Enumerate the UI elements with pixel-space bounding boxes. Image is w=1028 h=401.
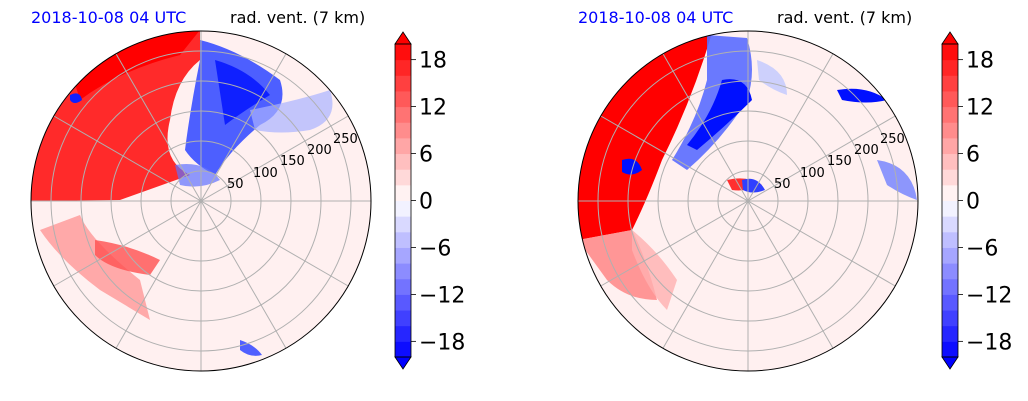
left-grid — [31, 31, 371, 371]
left-colorbar-level-18 — [395, 59, 411, 76]
left-colorbar-level-16 — [395, 90, 411, 108]
left-colorbar-tick-label: 12 — [419, 96, 447, 121]
right-colorbar-tick-label: −18 — [966, 330, 1012, 355]
right-radial-tick-200: 200 — [854, 143, 879, 158]
right-colorbar-tick-label: −6 — [966, 236, 998, 261]
left-radial-tick-200: 200 — [307, 143, 332, 158]
right-colorbar-level-12 — [942, 153, 958, 170]
right-panel: 2018-10-08 04 UTC rad. vent. (7 km) — [547, 0, 1028, 401]
right-colorbar-tick-label: −12 — [966, 283, 1012, 308]
right-grid — [578, 31, 918, 371]
left-panel: 2018-10-08 04 UTC rad. vent. (7 km) — [30, 8, 465, 372]
left-colorbar-tick-label: 0 — [419, 190, 433, 215]
left-polar-plot: 50 100 150 200 250 18 12 6 0 −6 −12 −18 — [30, 30, 465, 372]
right-colorbar-tick-label: 0 — [966, 190, 980, 215]
left-colorbar-level-19 — [395, 44, 411, 61]
right-colorbar-level-3 — [942, 294, 958, 311]
right-polar-plot: 50 100 150 200 250 18 12 6 0 −6 −12 −18 — [577, 30, 1012, 372]
left-colorbar-level-13 — [395, 137, 411, 155]
left-colorbar-extend-min — [394, 356, 412, 370]
right-chart-variable-title: rad. vent. (7 km) — [777, 8, 913, 27]
left-colorbar-extend-max — [394, 31, 412, 45]
right-radial-tick-50: 50 — [774, 177, 791, 192]
right-colorbar-level-15 — [942, 106, 958, 123]
right-colorbar-level-8 — [942, 216, 958, 233]
right-colorbar-level-17 — [942, 75, 958, 92]
left-colorbar-tick-label: −12 — [419, 283, 465, 308]
left-colorbar-level-9 — [395, 200, 411, 217]
left-colorbar-level-14 — [395, 122, 411, 139]
left-colorbar-level-8 — [395, 216, 411, 233]
right-colorbar-tick-label: 12 — [966, 96, 994, 121]
left-radial-tick-labels: 50 100 150 200 250 — [227, 132, 358, 192]
right-colorbar-level-14 — [942, 122, 958, 139]
left-colorbar-level-10 — [395, 184, 411, 201]
left-colorbar-level-7 — [395, 231, 411, 248]
left-radial-tick-150: 150 — [280, 154, 305, 169]
left-colorbar-level-2 — [395, 310, 411, 327]
right-colorbar-extend-max — [941, 31, 959, 45]
right-colorbar-tick-label: 6 — [966, 143, 980, 168]
left-polar-boundary — [30, 30, 372, 372]
right-colorbar-level-5 — [942, 263, 958, 280]
right-colorbar: 18 12 6 0 −6 −12 −18 — [941, 31, 1012, 370]
right-colorbar-level-2 — [942, 310, 958, 327]
right-radial-tick-150: 150 — [827, 154, 852, 169]
right-colorbar-level-7 — [942, 231, 958, 248]
right-colorbar-level-6 — [942, 247, 958, 264]
left-colorbar-level-12 — [395, 153, 411, 170]
left-colorbar-level-5 — [395, 263, 411, 280]
right-radial-tick-100: 100 — [800, 166, 825, 181]
right-colorbar-level-10 — [942, 184, 958, 201]
left-colorbar-tick-label: 6 — [419, 143, 433, 168]
right-colorbar-level-18 — [942, 59, 958, 76]
left-colorbar-level-15 — [395, 106, 411, 123]
left-colorbar-level-4 — [395, 278, 411, 295]
right-colorbar-level-1 — [942, 325, 958, 342]
left-colorbar-level-1 — [395, 325, 411, 342]
left-colorbar-tick-label: 18 — [419, 49, 447, 74]
left-radial-tick-100: 100 — [253, 166, 278, 181]
right-colorbar-level-13 — [942, 137, 958, 155]
right-colorbar-level-9 — [942, 200, 958, 217]
right-radial-tick-labels: 50 100 150 200 250 — [774, 132, 905, 192]
right-polar-boundary — [577, 30, 919, 372]
left-colorbar: 18 12 6 0 −6 −12 −18 — [394, 31, 465, 370]
left-chart-variable-title: rad. vent. (7 km) — [230, 8, 366, 27]
left-colorbar-level-3 — [395, 294, 411, 311]
left-radial-tick-50: 50 — [227, 177, 244, 192]
right-colorbar-extend-min — [941, 356, 959, 370]
right-colorbar-tick-label: 18 — [966, 49, 994, 74]
left-colorbar-level-17 — [395, 75, 411, 92]
left-colorbar-tick-label: −6 — [419, 236, 451, 261]
left-chart-date-title: 2018-10-08 04 UTC — [31, 8, 187, 27]
right-radial-tick-250: 250 — [880, 132, 905, 147]
right-chart-date-title: 2018-10-08 04 UTC — [578, 8, 734, 27]
right-colorbar-level-4 — [942, 278, 958, 295]
right-colorbar-level-19 — [942, 44, 958, 61]
left-colorbar-tick-label: −18 — [419, 330, 465, 355]
left-colorbar-level-0 — [395, 341, 411, 358]
right-colorbar-level-11 — [942, 169, 958, 186]
left-colorbar-level-6 — [395, 247, 411, 264]
right-colorbar-level-16 — [942, 90, 958, 108]
left-radial-tick-250: 250 — [333, 132, 358, 147]
left-colorbar-level-11 — [395, 169, 411, 186]
right-colorbar-level-0 — [942, 341, 958, 358]
